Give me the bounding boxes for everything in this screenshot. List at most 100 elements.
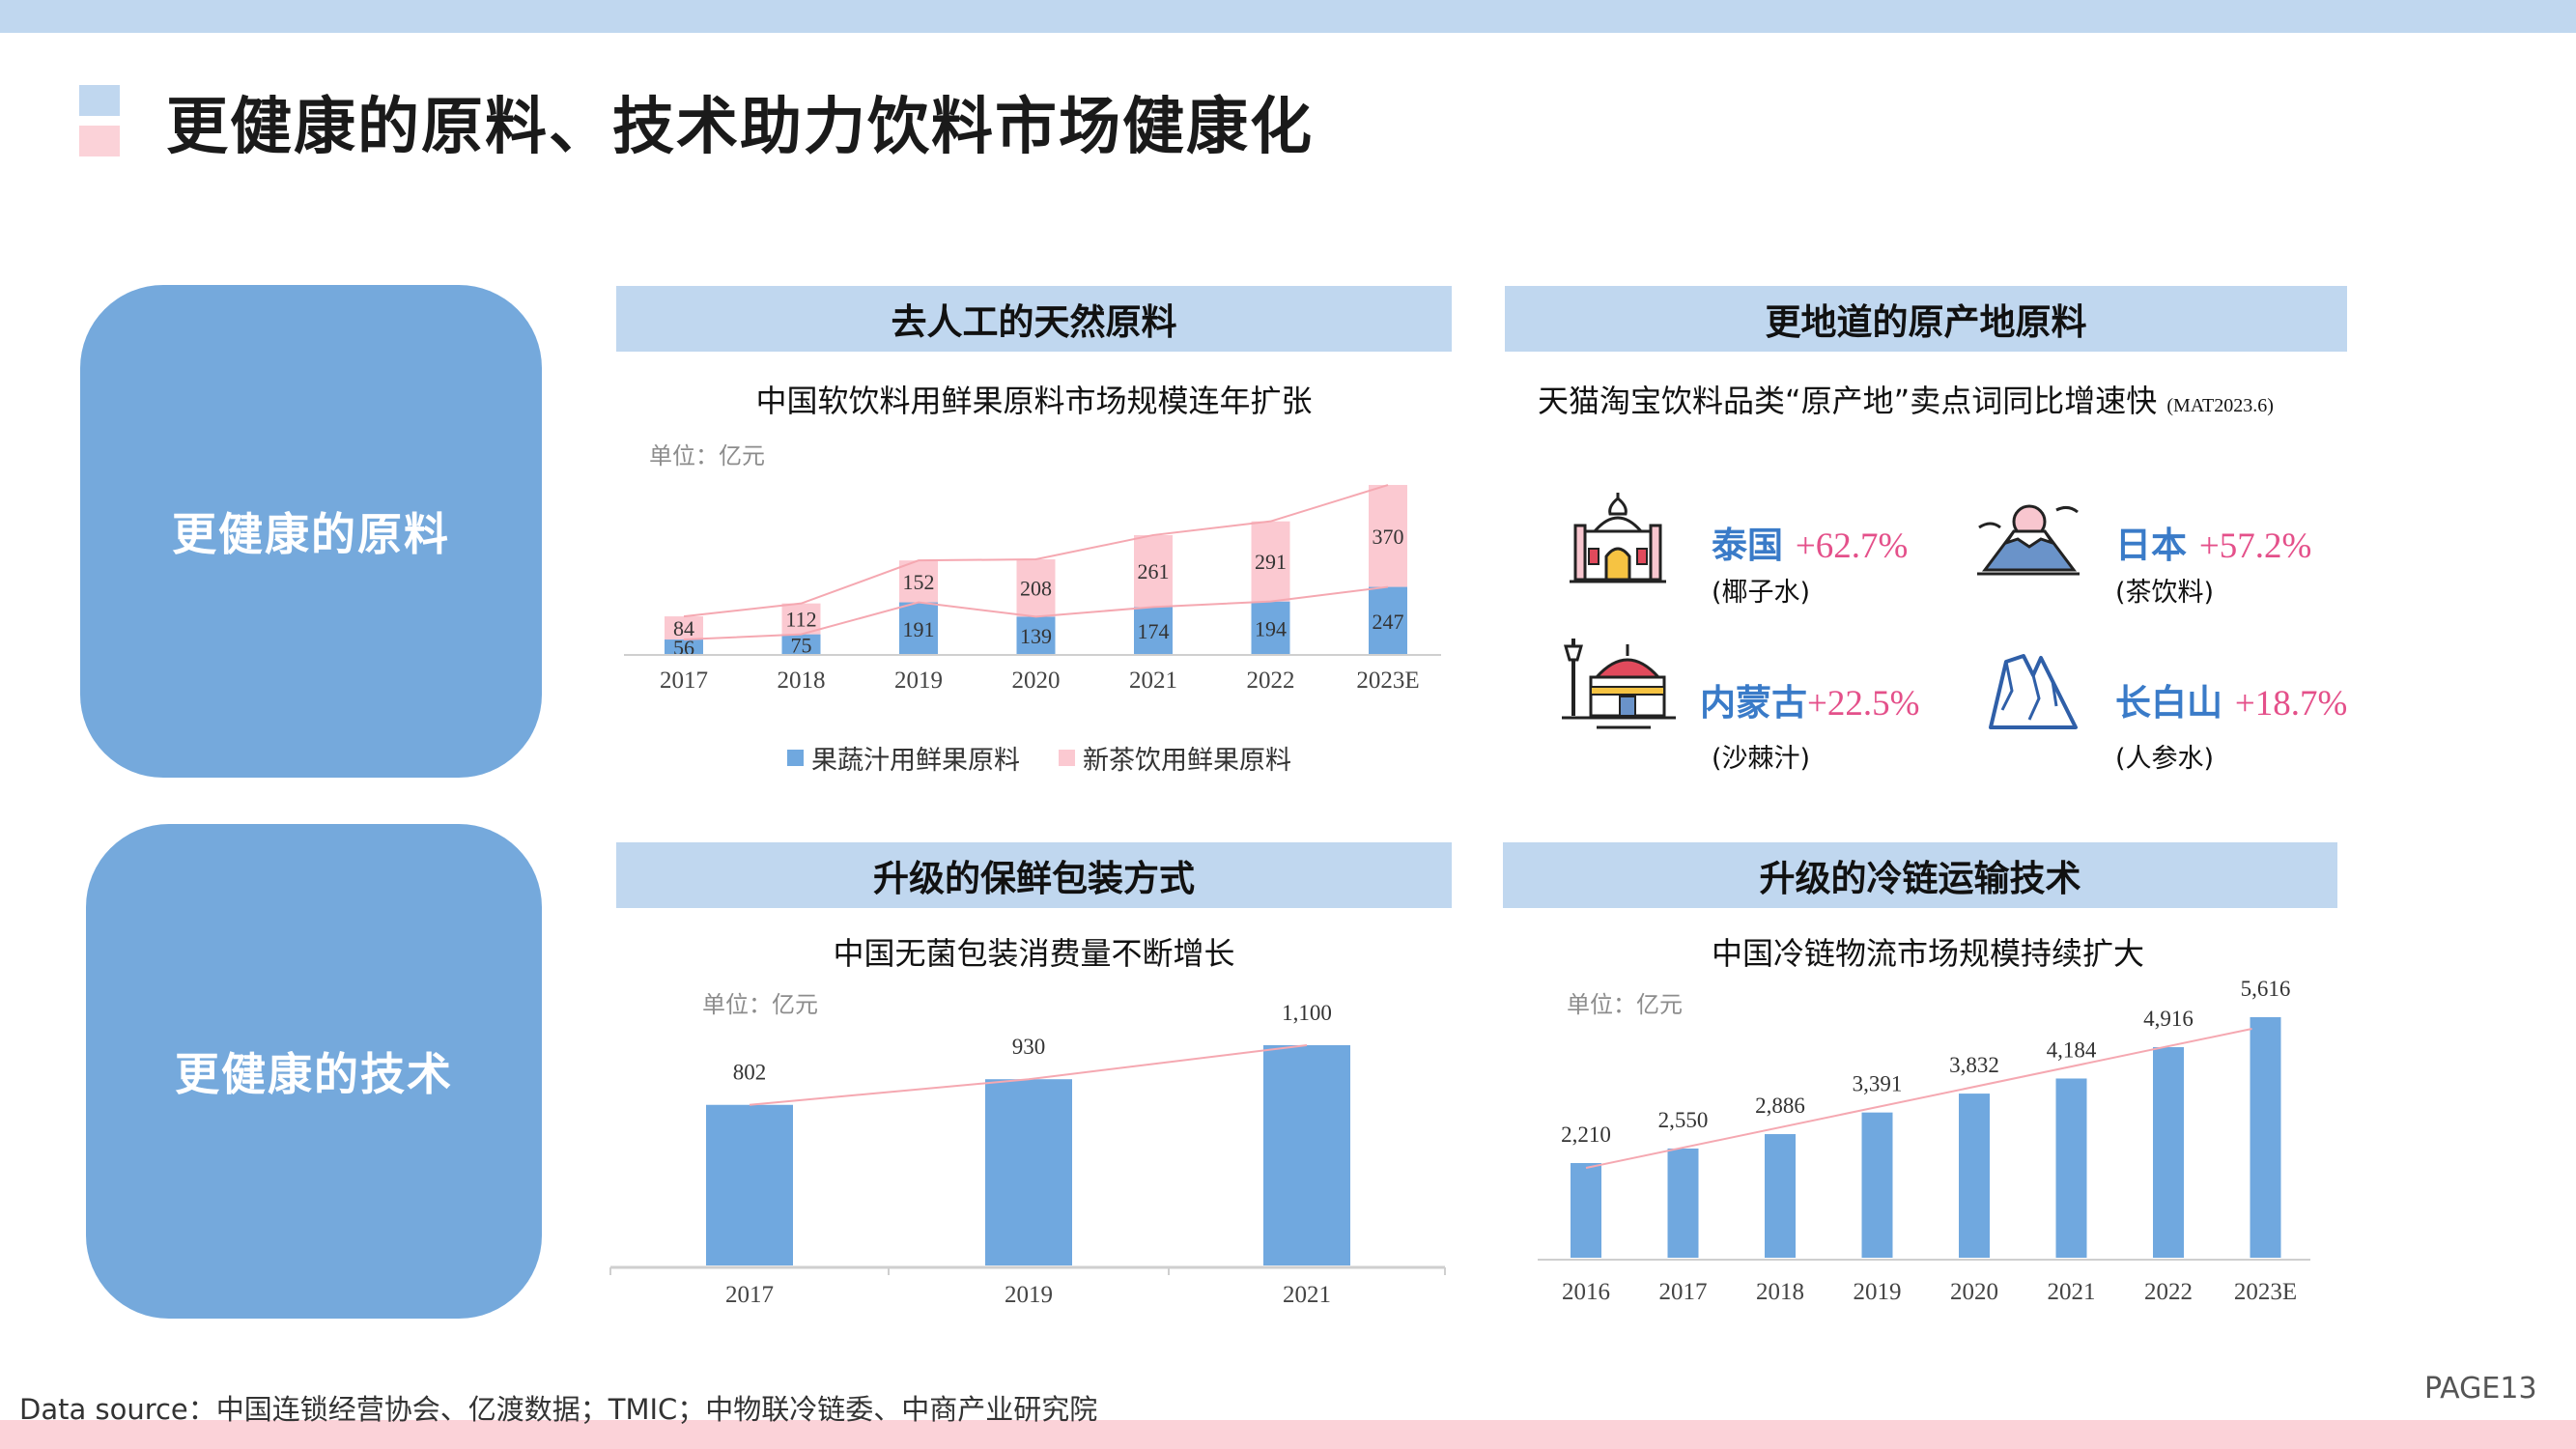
origin-subtitle-text: 天猫淘宝饮料品类“原产地”卖点词同比增速快 (1538, 383, 2158, 419)
x-tick-label: 2017 (1659, 1279, 1708, 1305)
natural-chart-title: 中国软饮料用鲜果原料市场规模连年扩张 (755, 383, 1313, 419)
origin-region-label: 长白山 (2115, 682, 2222, 724)
value-label-juice: 75 (791, 633, 812, 657)
origin-subtitle-note: (MAT2023.6) (2166, 395, 2274, 416)
x-tick-label: 2021 (2048, 1279, 2096, 1305)
value-label-tea: 370 (1373, 525, 1404, 549)
x-tick-label: 2018 (1756, 1279, 1804, 1305)
origin-growth-value: +62.7% (1795, 526, 1909, 566)
bar-packaging-2017 (706, 1104, 793, 1265)
bar-juice-2019 (899, 602, 938, 655)
origin-product-label: (椰子水) (1712, 578, 1811, 608)
x-tick-label: 2020 (1012, 668, 1061, 694)
origin-region-label: 内蒙古 (1700, 682, 1807, 724)
coldchain-unit-label: 单位：亿元 (1567, 991, 1683, 1018)
value-label-juice: 194 (1255, 616, 1287, 640)
legend-swatch-tea (1059, 750, 1075, 766)
value-label-tea: 84 (673, 616, 694, 640)
x-tick-label: 2019 (1854, 1279, 1902, 1305)
x-tick-label: 2018 (778, 668, 826, 694)
value-label-juice: 56 (673, 636, 694, 660)
value-label: 4,184 (2047, 1037, 2097, 1062)
bar-coldchain-2023E (2250, 1016, 2281, 1258)
temple-icon (1570, 493, 1666, 583)
origin-growth-value: +18.7% (2234, 684, 2348, 724)
legend-label-tea: 新茶饮用鲜果原料 (1083, 746, 1291, 776)
bar-tea-2022 (1251, 521, 1290, 602)
page-number: PAGE13 (2424, 1372, 2537, 1406)
x-tick-label: 2019 (894, 668, 943, 694)
legend-swatch-juice (787, 750, 804, 766)
value-label: 930 (1012, 1035, 1046, 1059)
bar-juice-2018 (781, 634, 821, 655)
coldchain-chart-title: 中国冷链物流市场规模持续扩大 (1711, 935, 2144, 972)
bar-packaging-2019 (985, 1079, 1072, 1265)
mount-fuji-icon (1977, 504, 2080, 576)
value-label-tea: 112 (785, 608, 816, 632)
origin-region-label: 泰国 (1712, 525, 1783, 566)
value-label: 3,391 (1853, 1072, 1903, 1096)
bar-juice-2017 (665, 639, 703, 655)
bar-tea-2020 (1016, 559, 1056, 617)
value-label-juice: 247 (1373, 610, 1404, 634)
cold-chain-chart: 2,210 2016 2,550 2017 2,886 2018 3,391 2019 3,83… (1538, 977, 2310, 1305)
value-label-juice: 174 (1138, 619, 1170, 643)
value-label-tea: 152 (903, 570, 935, 594)
packaging-unit-label: 单位：亿元 (702, 991, 818, 1018)
healthy-tech-block: 更健康的技术 (86, 824, 542, 1319)
value-label-tea: 208 (1020, 577, 1052, 601)
bar-tea-2021 (1134, 534, 1173, 608)
origin-panel-header: 更地道的原产地原料 (1505, 286, 2347, 352)
x-tick-label: 2021 (1283, 1282, 1331, 1308)
value-label: 2,210 (1561, 1122, 1611, 1147)
bar-tea-2018 (781, 603, 821, 635)
origin-product-label: (沙棘汁) (1712, 744, 1811, 774)
value-label: 4,916 (2143, 1007, 2194, 1031)
packaging-panel-header: 升级的保鲜包装方式 (616, 842, 1452, 908)
value-label-tea: 291 (1255, 550, 1287, 574)
x-tick-label: 2022 (1247, 668, 1295, 694)
origin-subtitle: 天猫淘宝饮料品类“原产地”卖点词同比增速快 (MAT2023.6) (1505, 377, 2307, 421)
value-label: 802 (733, 1061, 767, 1085)
value-label-juice: 191 (903, 617, 935, 641)
x-tick-label: 2020 (1950, 1279, 1998, 1305)
trend-line (749, 1043, 1308, 1106)
bar-coldchain-2022 (2153, 1047, 2184, 1258)
bar-juice-2022 (1251, 601, 1290, 655)
mountain-icon (1989, 654, 2078, 729)
bar-coldchain-2020 (1959, 1094, 1990, 1258)
legend-label-juice: 果蔬汁用鲜果原料 (811, 746, 1020, 776)
bar-coldchain-2016 (1571, 1163, 1601, 1258)
bar-tea-2017 (665, 616, 703, 640)
title-marker-blue (79, 85, 120, 116)
value-label: 2,886 (1755, 1094, 1805, 1118)
origin-changbai: 长白山 +18.7% (2115, 673, 2347, 725)
origin-japan: 日本 +57.2% (2115, 516, 2311, 568)
fruit-chart-legend: 果蔬汁用鲜果原料 新茶饮用鲜果原料 (787, 739, 1291, 777)
value-label-juice: 139 (1020, 624, 1052, 648)
natural-unit-label: 单位：亿元 (649, 442, 765, 469)
value-label: 3,832 (1949, 1053, 1999, 1077)
bar-tea-2019 (899, 560, 938, 603)
x-tick-label: 2023E (2234, 1279, 2297, 1305)
origin-region-label: 日本 (2115, 525, 2187, 566)
origin-thailand: 泰国 +62.7% (1712, 516, 1908, 568)
bar-tea-2023E (1369, 485, 1407, 587)
value-label: 2,550 (1658, 1108, 1709, 1132)
bar-juice-2021 (1134, 607, 1173, 655)
bar-juice-2023E (1369, 586, 1407, 655)
trend-line-total (683, 484, 1389, 618)
data-source: Data source：中国连锁经营协会、亿渡数据；TMIC；中物联冷链委、中商… (19, 1393, 1098, 1426)
x-tick-label: 2022 (2144, 1279, 2193, 1305)
natural-panel-header: 去人工的天然原料 (616, 286, 1452, 352)
bar-coldchain-2017 (1667, 1148, 1699, 1258)
origin-product-label: (人参水) (2115, 744, 2215, 774)
coldchain-panel-header: 升级的冷链运输技术 (1503, 842, 2337, 908)
x-tick-label: 2017 (725, 1282, 774, 1308)
x-tick-label: 2016 (1562, 1279, 1610, 1305)
bar-packaging-2021 (1263, 1044, 1350, 1265)
x-tick-label: 2019 (1005, 1282, 1053, 1308)
aseptic-packaging-chart: 802 2017 930 2019 1,100 2021 (609, 1001, 1446, 1308)
bar-juice-2020 (1016, 616, 1056, 655)
